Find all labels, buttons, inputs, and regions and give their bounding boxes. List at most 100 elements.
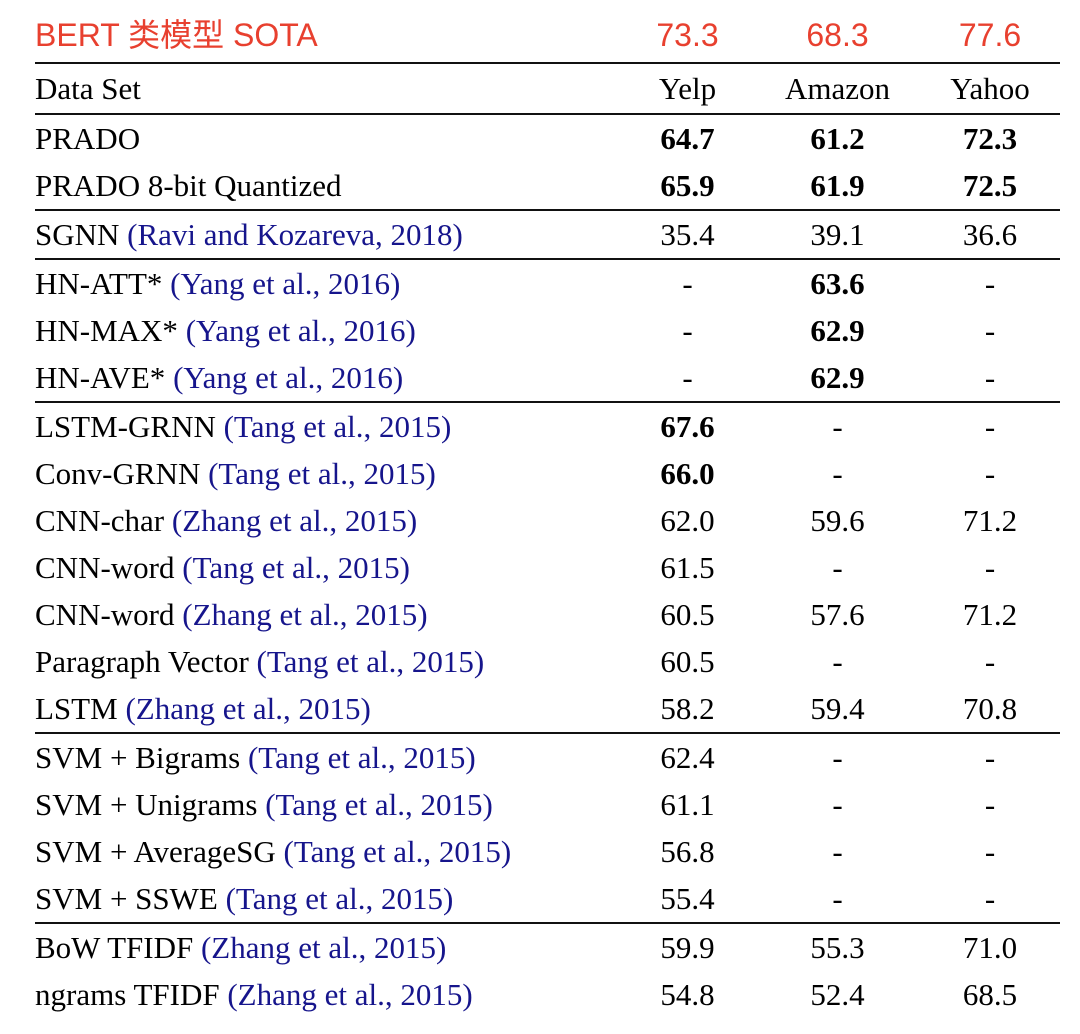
score-cell: 54.8 — [660, 977, 715, 1012]
model-name: LSTM — [35, 691, 118, 726]
model-name: LSTM-GRNN — [35, 409, 216, 444]
citation-link[interactable]: (Tang et al., 2015) — [215, 409, 452, 444]
citation-link[interactable]: (Tang et al., 2015) — [174, 550, 410, 585]
score-cell: 35.4 — [660, 217, 715, 252]
score-cell: - — [984, 644, 996, 679]
score-cell: - — [832, 644, 843, 679]
citation-link[interactable]: (Yang et al., 2016) — [177, 313, 416, 348]
score-cell: - — [984, 740, 996, 775]
score-cell: - — [832, 456, 843, 491]
citation-link[interactable]: (Tang et al., 2015) — [257, 787, 493, 822]
citation-link[interactable]: (Tang et al., 2015) — [275, 834, 512, 869]
citation-link[interactable]: (Tang et al., 2015) — [240, 740, 476, 775]
model-cell: PRADO — [35, 123, 620, 154]
score-cell: 63.6 — [810, 266, 865, 301]
citation-link[interactable]: (Tang et al., 2015) — [200, 456, 436, 491]
score-cell: 59.4 — [810, 691, 865, 726]
table-row: Paragraph Vector (Tang et al., 2015) 60.5… — [35, 638, 1060, 685]
score-cell: - — [984, 360, 996, 395]
score-cell: - — [984, 409, 996, 444]
model-cell: BoW TFIDF (Zhang et al., 2015) — [35, 932, 620, 963]
score-cell: - — [984, 787, 996, 822]
table-row: HN-AVE* (Yang et al., 2016) - 62.9 - — [35, 354, 1060, 401]
citation-link[interactable]: (Zhang et al., 2015) — [174, 597, 428, 632]
bert-sota-label: BERT 类模型 SOTA — [35, 17, 318, 53]
row-group: HN-ATT* (Yang et al., 2016) - 63.6 - HN-MAX*… — [35, 258, 1060, 401]
table-row: LSTM (Zhang et al., 2015) 58.2 59.4 70.8 — [35, 685, 1060, 732]
model-cell: SVM + Unigrams (Tang et al., 2015) — [35, 789, 620, 820]
row-group: SVM + Bigrams (Tang et al., 2015) 62.4- - S… — [35, 732, 1060, 922]
table-row: PRADO 8-bit Quantized 65.9 61.9 72.5 — [35, 162, 1060, 209]
column-header-dataset: Data Set — [35, 71, 141, 106]
bert-sota-score-yelp: 73.3 — [656, 17, 719, 53]
model-name: CNN-word — [35, 597, 175, 632]
model-name: SVM + SSWE — [35, 881, 218, 916]
score-cell: 55.4 — [660, 881, 715, 916]
score-cell: 60.5 — [660, 644, 715, 679]
table-row: CNN-char (Zhang et al., 2015) 62.0 59.6 71.… — [35, 497, 1060, 544]
score-cell: 71.2 — [962, 503, 1018, 538]
column-header-yelp: Yelp — [658, 71, 717, 106]
model-cell: SVM + Bigrams (Tang et al., 2015) — [35, 742, 620, 773]
score-cell: 59.6 — [810, 503, 865, 538]
model-cell: CNN-char (Zhang et al., 2015) — [35, 505, 620, 536]
citation-link[interactable]: (Yang et al., 2016) — [162, 266, 401, 301]
score-cell: 58.2 — [660, 691, 715, 726]
citation-link[interactable]: (Ravi and Kozareva, 2018) — [119, 217, 463, 252]
score-cell: 60.5 — [660, 597, 715, 632]
model-cell: HN-MAX* (Yang et al., 2016) — [35, 315, 620, 346]
score-cell: 52.4 — [810, 977, 865, 1012]
score-cell: 70.8 — [962, 691, 1018, 726]
citation-link[interactable]: (Tang et al., 2015) — [248, 644, 485, 679]
model-name: PRADO — [35, 121, 141, 156]
model-cell: CNN-word (Tang et al., 2015) — [35, 552, 620, 583]
table-row: SVM + Unigrams (Tang et al., 2015) 61.1 - - — [35, 781, 1060, 828]
model-cell: Conv-GRNN (Tang et al., 2015) — [35, 458, 620, 489]
score-cell: - — [682, 266, 693, 301]
table-row: ngrams TFIDF (Zhang et al., 2015) 54.8 52.… — [35, 971, 1060, 1018]
citation-link[interactable]: (Zhang et al., 2015) — [117, 691, 371, 726]
score-cell: 64.7 — [660, 121, 715, 156]
citation-link[interactable]: (Zhang et al., 2015) — [164, 503, 418, 538]
score-cell: - — [832, 409, 843, 444]
table-row: SVM + Bigrams (Tang et al., 2015) 62.4 - - — [35, 734, 1060, 781]
model-cell: LSTM (Zhang et al., 2015) — [35, 693, 620, 724]
score-cell: 71.0 — [962, 930, 1018, 965]
model-name: ngrams TFIDF — [35, 977, 220, 1012]
table-row: CNN-word (Zhang et al., 2015) 60.5 57.6 71.… — [35, 591, 1060, 638]
table-body: PRADO 64.7 61.2 72.3 PRADO 8-bit Quantized 65… — [35, 115, 1060, 1018]
score-cell: 68.5 — [962, 977, 1018, 1012]
model-cell: PRADO 8-bit Quantized — [35, 170, 620, 201]
table-header-row: Data Set Yelp Amazon Yahoo — [35, 64, 1060, 115]
model-name: HN-ATT* — [35, 266, 163, 301]
score-cell: 36.6 — [962, 217, 1018, 252]
model-cell: SGNN (Ravi and Kozareva, 2018) — [35, 219, 620, 250]
table-row: LSTM-GRNN (Tang et al., 2015) 67.6 - - — [35, 403, 1060, 450]
model-name: SVM + Unigrams — [35, 787, 258, 822]
bert-sota-score-yahoo: 77.6 — [958, 17, 1022, 53]
model-cell: HN-ATT* (Yang et al., 2016) — [35, 268, 620, 299]
model-name: CNN-word — [35, 550, 175, 585]
model-name: CNN-char — [35, 503, 165, 538]
citation-link[interactable]: (Yang et al., 2016) — [165, 360, 404, 395]
score-cell: 62.9 — [810, 360, 865, 395]
score-cell: 71.2 — [962, 597, 1018, 632]
score-cell: - — [984, 313, 996, 348]
column-header-yahoo: Yahoo — [950, 71, 1030, 106]
score-cell: 61.2 — [810, 121, 865, 156]
citation-link[interactable]: (Zhang et al., 2015) — [219, 977, 473, 1012]
score-cell: - — [984, 834, 996, 869]
citation-link[interactable]: (Tang et al., 2015) — [217, 881, 454, 916]
score-cell: 61.1 — [660, 787, 715, 822]
model-cell: SVM + AverageSG (Tang et al., 2015) — [35, 836, 620, 867]
score-cell: 66.0 — [660, 456, 715, 491]
score-cell: - — [984, 266, 996, 301]
model-cell: ngrams TFIDF (Zhang et al., 2015) — [35, 979, 620, 1010]
table-row: SVM + SSWE (Tang et al., 2015) 55.4 - - — [35, 875, 1060, 922]
score-cell: - — [682, 313, 693, 348]
citation-link[interactable]: (Zhang et al., 2015) — [193, 930, 447, 965]
model-name: Conv-GRNN — [35, 456, 201, 491]
bert-sota-score-amazon: 68.3 — [806, 17, 869, 53]
score-cell: 39.1 — [810, 217, 865, 252]
score-cell: - — [984, 550, 996, 585]
